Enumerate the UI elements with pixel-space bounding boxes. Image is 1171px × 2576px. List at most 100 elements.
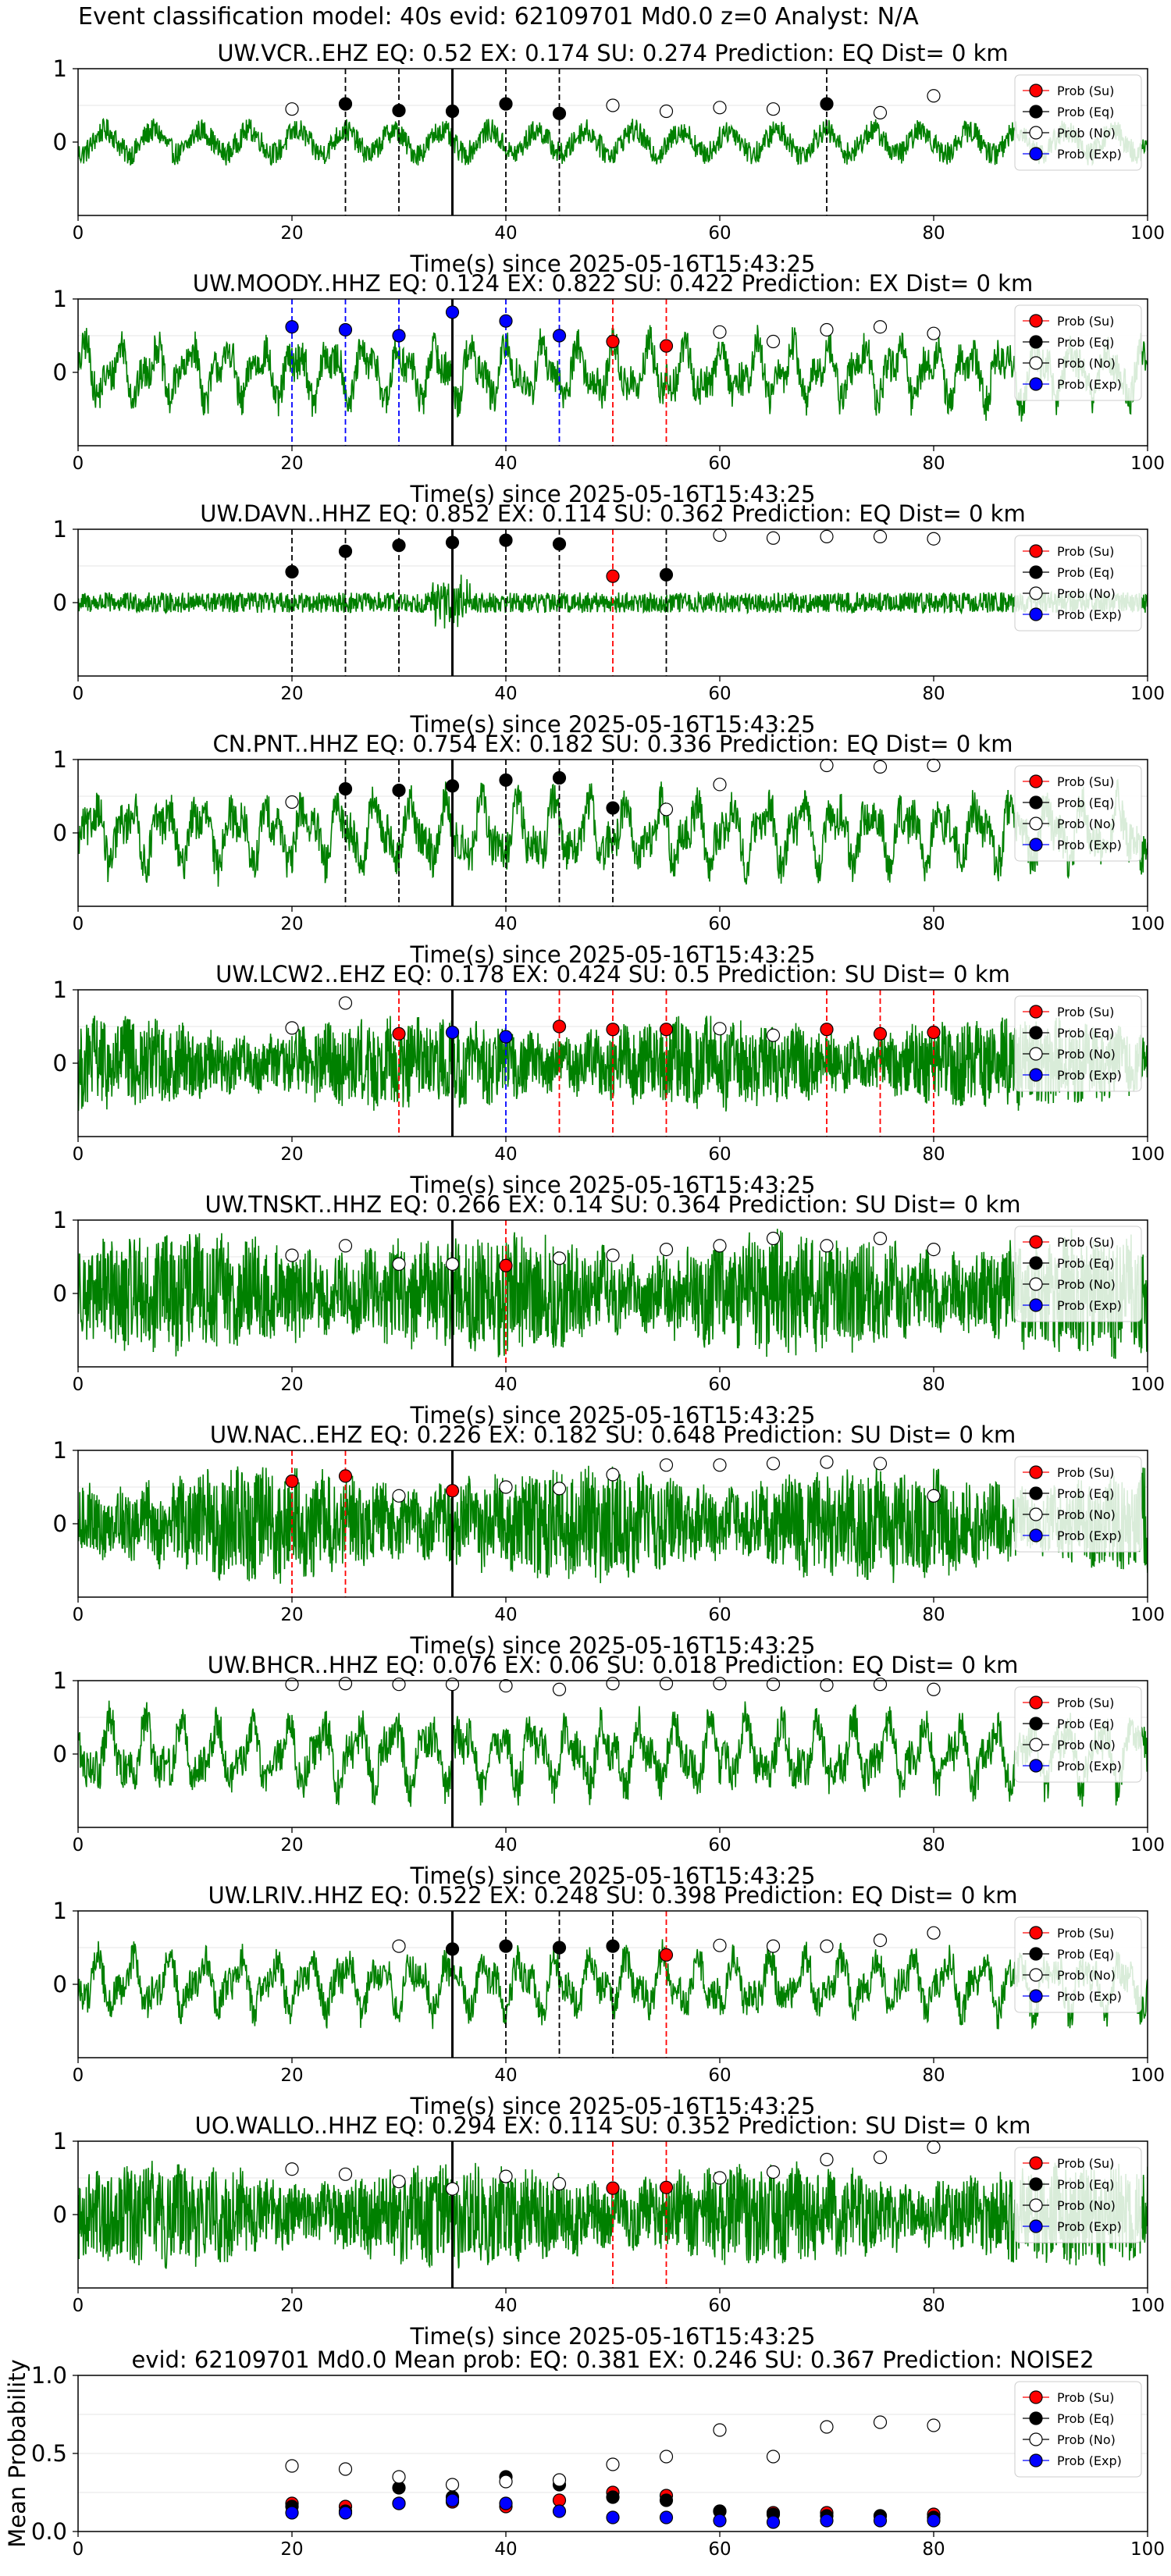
probability-point: [338, 996, 353, 1010]
probability-point: [606, 2457, 620, 2471]
probability-point: [873, 760, 888, 774]
probability-point: [499, 533, 513, 547]
probability-point: [392, 329, 406, 343]
probability-point: [820, 322, 834, 337]
legend-entry: Prob (Eq): [1057, 1026, 1114, 1041]
y-tick-label: 0.5: [31, 2440, 67, 2467]
x-tick-label: 20: [280, 1835, 303, 1856]
probability-point: [285, 795, 299, 809]
legend-entry: Prob (Exp): [1057, 1528, 1122, 1543]
legend-marker: [1029, 817, 1043, 831]
y-tick-label: 1.0: [31, 2362, 67, 2389]
legend-entry: Prob (No): [1057, 2198, 1116, 2213]
legend-entry: Prob (Eq): [1057, 795, 1114, 810]
probability-point: [552, 770, 567, 785]
legend-marker: [1029, 1277, 1043, 1291]
probability-point: [927, 1025, 941, 1040]
probability-point: [873, 1678, 888, 1692]
legend-marker: [1029, 1256, 1043, 1270]
probability-point: [392, 2496, 406, 2510]
x-tick-label: 100: [1130, 1605, 1165, 1625]
probability-point: [606, 1939, 620, 1953]
legend-box: [1014, 2381, 1142, 2478]
probability-point: [659, 2180, 674, 2194]
legend-entry: Prob (No): [1057, 817, 1116, 831]
probability-point: [927, 758, 941, 773]
legend-marker: [1029, 1465, 1043, 1479]
chart-panel-1: UW.VCR..EHZ EQ: 0.52 EX: 0.174 SU: 0.274…: [53, 40, 1165, 277]
legend-entry: Prob (No): [1057, 1968, 1116, 1983]
probability-point: [552, 537, 567, 551]
x-tick-label: 60: [708, 1835, 731, 1856]
probability-point: [606, 569, 620, 583]
probability-point: [285, 1678, 299, 1692]
legend-marker: [1029, 1235, 1043, 1249]
probability-point: [927, 1926, 941, 1940]
legend-box: [1014, 74, 1142, 171]
panel-title: UW.MOODY..HHZ EQ: 0.124 EX: 0.822 SU: 0.…: [193, 270, 1033, 297]
chart-panel-3: UW.DAVN..HHZ EQ: 0.852 EX: 0.114 SU: 0.3…: [53, 500, 1165, 738]
legend: Prob (Su) Prob (Eq) Prob (No) Prob (Exp): [1014, 74, 1142, 171]
x-tick-label: 80: [922, 914, 945, 934]
figure-title: Event classification model: 40s evid: 62…: [78, 3, 919, 30]
probability-point: [713, 2423, 727, 2437]
legend-marker: [1029, 1717, 1043, 1731]
legend: Prob (Su) Prob (Eq) Prob (No) Prob (Exp): [1014, 2381, 1142, 2478]
legend: Prob (Su) Prob (Eq) Prob (No) Prob (Exp): [1014, 535, 1142, 632]
probability-point: [713, 101, 727, 115]
probability-point: [499, 1258, 513, 1272]
x-tick-label: 80: [922, 454, 945, 474]
x-tick-label: 20: [280, 1605, 303, 1625]
x-tick-label: 40: [494, 2065, 517, 2086]
panel-title: UW.DAVN..HHZ EQ: 0.852 EX: 0.114 SU: 0.3…: [200, 500, 1025, 527]
legend-marker: [1029, 2390, 1043, 2404]
probability-point: [285, 1021, 299, 1035]
legend: Prob (Su) Prob (Eq) Prob (No) Prob (Exp): [1014, 304, 1142, 401]
probability-point: [820, 529, 834, 544]
probability-point: [927, 326, 941, 340]
legend-marker: [1029, 607, 1043, 621]
chart-panel-6: UW.TNSKT..HHZ EQ: 0.266 EX: 0.14 SU: 0.3…: [53, 1191, 1165, 1429]
probability-point: [766, 1231, 781, 1246]
probability-point: [338, 1239, 353, 1253]
probability-point: [659, 2493, 674, 2507]
y-tick-label: 0: [53, 820, 67, 846]
probability-point: [927, 2140, 941, 2154]
x-tick-label: 60: [708, 454, 731, 474]
probability-point: [766, 531, 781, 545]
legend-box: [1014, 765, 1142, 862]
probability-point: [820, 1455, 834, 1469]
probability-point: [499, 2169, 513, 2183]
probability-point: [606, 1023, 620, 1037]
waveform-trace: [78, 1229, 1148, 1359]
probability-point: [552, 2176, 567, 2191]
probability-point: [766, 1678, 781, 1692]
probability-point: [338, 2506, 353, 2520]
probability-point: [552, 2473, 567, 2487]
legend-entry: Prob (Su): [1057, 2156, 1114, 2171]
probability-point: [392, 1939, 406, 1953]
probability-point: [338, 322, 353, 337]
legend-marker: [1029, 2432, 1043, 2446]
y-tick-label: 0.0: [31, 2518, 67, 2545]
probability-point: [392, 539, 406, 553]
x-tick-label: 100: [1130, 223, 1165, 244]
legend-entry: Prob (Eq): [1057, 1256, 1114, 1271]
x-tick-label: 0: [73, 454, 84, 474]
probability-point: [606, 1677, 620, 1691]
probability-point: [285, 2162, 299, 2176]
legend-entry: Prob (Exp): [1057, 1989, 1122, 2004]
legend-entry: Prob (No): [1057, 586, 1116, 601]
legend-marker: [1029, 377, 1043, 391]
x-tick-label: 100: [1130, 2065, 1165, 2086]
y-tick-label: 1: [53, 55, 67, 82]
probability-point: [338, 544, 353, 558]
x-tick-label: 0: [73, 2296, 84, 2316]
panel-title: UW.NAC..EHZ EQ: 0.226 EX: 0.182 SU: 0.64…: [210, 1421, 1016, 1448]
y-tick-label: 1: [53, 1667, 67, 1694]
legend-box: [1014, 1456, 1142, 1553]
probability-point: [820, 1939, 834, 1953]
y-tick-label: 0: [53, 589, 67, 616]
legend-marker: [1029, 1507, 1043, 1521]
y-tick-label: 0: [53, 1971, 67, 1998]
